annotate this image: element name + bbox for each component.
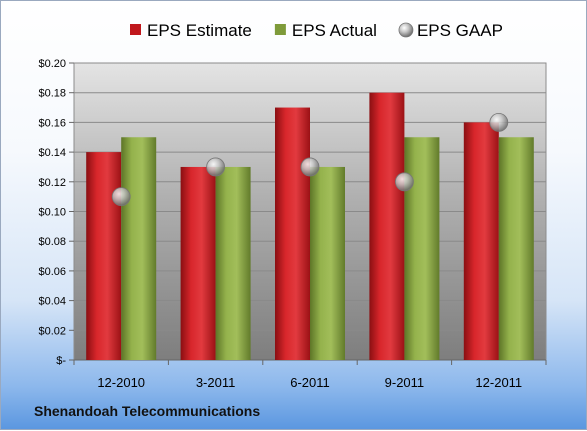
- bar-eps-actual: [121, 137, 157, 360]
- x-tick-label: 6-2011: [290, 375, 330, 390]
- bar-eps-actual: [310, 166, 345, 360]
- y-tick-label: $0.02: [38, 325, 66, 337]
- bar-eps-estimate: [463, 122, 499, 361]
- marker-eps-gaap: [111, 187, 131, 207]
- bar-eps-estimate: [275, 107, 310, 360]
- y-tick-label: $0.12: [38, 177, 66, 189]
- bar-eps-estimate: [369, 92, 405, 360]
- marker-eps-gaap: [206, 157, 226, 177]
- y-tick-label: $0.10: [38, 207, 66, 219]
- y-tick-label: $0.20: [38, 58, 66, 70]
- x-tick-label: 12-2011: [475, 375, 522, 390]
- marker-eps-gaap: [489, 113, 509, 132]
- marker-eps-gaap: [300, 157, 320, 177]
- legend-label: EPS Actual: [292, 21, 377, 40]
- y-tick-label: $0.06: [38, 266, 66, 278]
- y-tick-label: $0.08: [38, 236, 66, 248]
- y-tick-label: $0.18: [38, 88, 66, 100]
- legend-label: EPS Estimate: [147, 21, 252, 40]
- bar-eps-actual: [404, 137, 440, 360]
- x-tick-label: 3-2011: [196, 375, 236, 390]
- bar-eps-actual: [498, 137, 534, 360]
- legend-swatch: [130, 24, 141, 35]
- bar-eps-estimate: [180, 166, 216, 360]
- x-tick-label: 9-2011: [385, 375, 425, 390]
- bar-eps-actual: [215, 166, 251, 360]
- company-name: Shenandoah Telecommunications: [34, 403, 261, 419]
- x-tick-label: 12-2010: [97, 375, 145, 390]
- y-tick-label: $0.14: [38, 147, 66, 159]
- marker-eps-gaap: [394, 172, 414, 192]
- y-tick-label: $0.16: [38, 117, 66, 129]
- legend-swatch: [274, 24, 286, 35]
- bar-eps-estimate: [86, 152, 122, 360]
- legend-label: EPS GAAP: [417, 21, 503, 40]
- y-tick-label: $-: [56, 355, 66, 367]
- legend-swatch: [398, 22, 414, 38]
- y-tick-label: $0.04: [38, 296, 66, 308]
